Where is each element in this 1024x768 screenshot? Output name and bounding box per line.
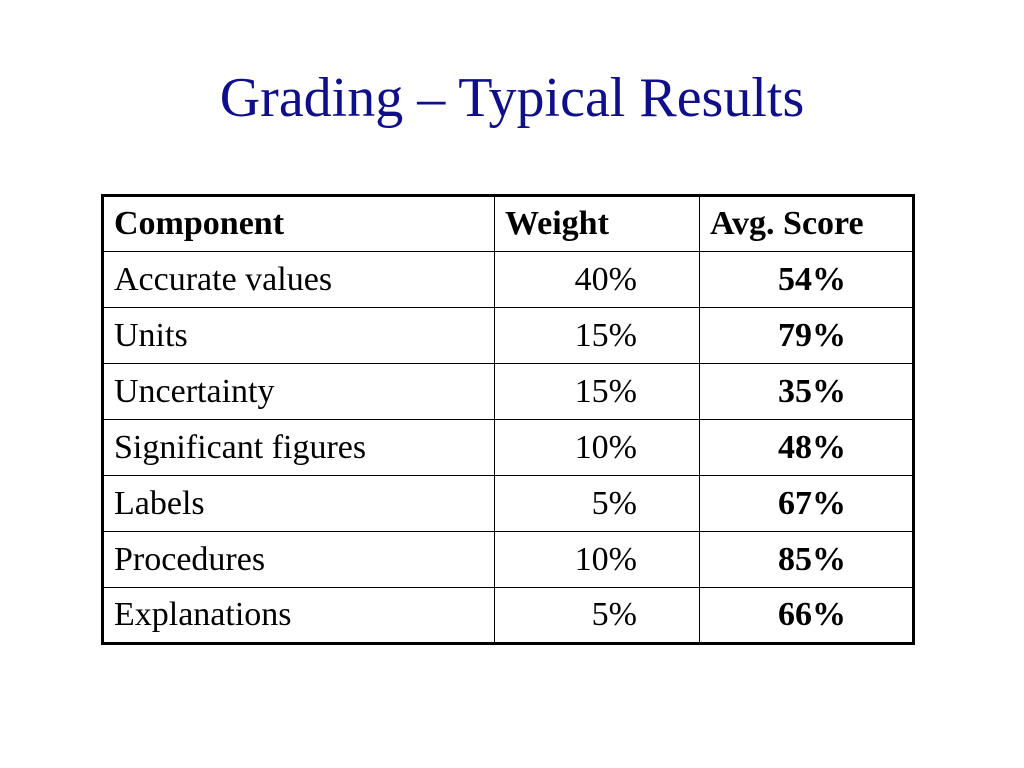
component-cell: Accurate values [102,251,495,308]
grading-results-table: Component Weight Avg. Score Accurate val… [101,194,915,645]
table-header-row: Component Weight Avg. Score [102,195,914,252]
score-cell: 66% [699,587,914,644]
score-cell: 48% [699,419,914,476]
header-avg-score: Avg. Score [699,195,914,252]
weight-cell: 5% [494,475,700,532]
table-row: Accurate values 40% 54% [102,251,914,308]
weight-cell: 40% [494,251,700,308]
table-row: Labels 5% 67% [102,475,914,532]
component-cell: Labels [102,475,495,532]
table-row: Significant figures 10% 48% [102,419,914,476]
weight-cell: 5% [494,587,700,644]
component-cell: Significant figures [102,419,495,476]
score-cell: 35% [699,363,914,420]
header-weight: Weight [494,195,700,252]
score-cell: 85% [699,531,914,588]
score-cell: 79% [699,307,914,364]
weight-cell: 10% [494,531,700,588]
table-row: Units 15% 79% [102,307,914,364]
score-cell: 67% [699,475,914,532]
score-cell: 54% [699,251,914,308]
weight-cell: 15% [494,307,700,364]
table-row: Procedures 10% 85% [102,531,914,588]
weight-cell: 10% [494,419,700,476]
component-cell: Explanations [102,587,495,644]
slide-title: Grading – Typical Results [219,67,805,129]
weight-cell: 15% [494,363,700,420]
table-row: Uncertainty 15% 35% [102,363,914,420]
component-cell: Procedures [102,531,495,588]
header-component: Component [102,195,495,252]
component-cell: Uncertainty [102,363,495,420]
table-row: Explanations 5% 66% [102,587,914,644]
component-cell: Units [102,307,495,364]
